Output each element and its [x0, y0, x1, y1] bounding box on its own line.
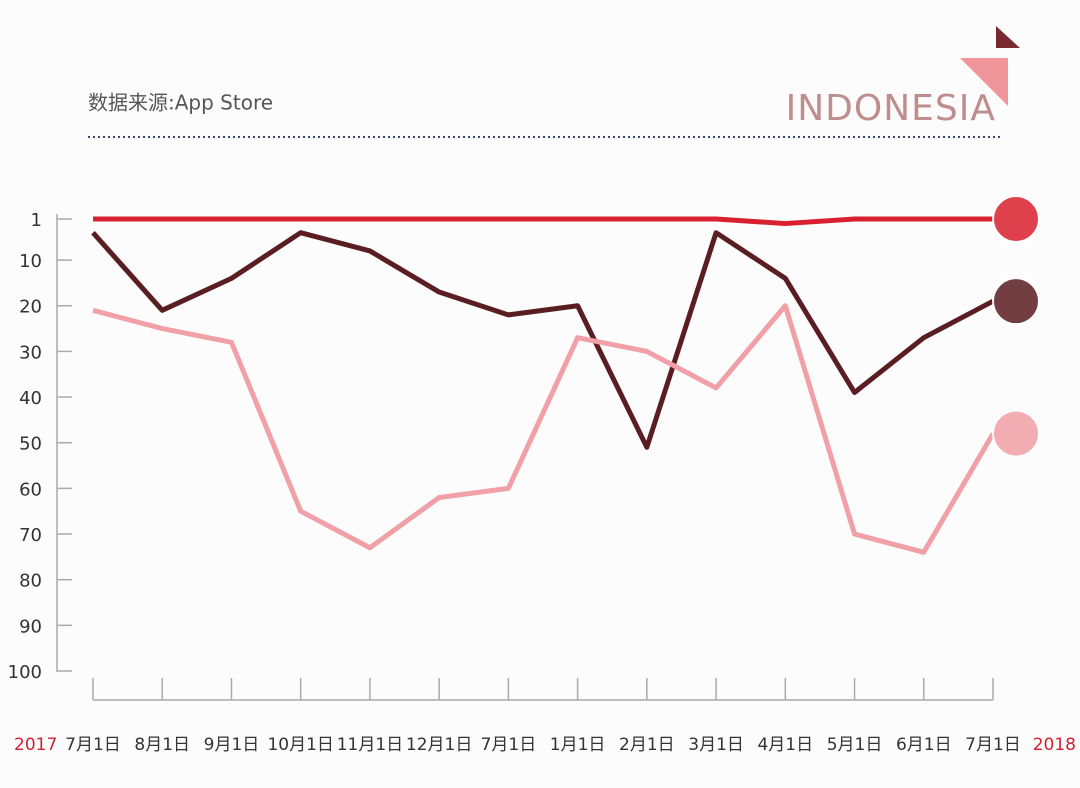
- app-icon: [992, 409, 1040, 458]
- y-tick-label: 80: [19, 571, 42, 592]
- y-tick-label: 10: [19, 251, 42, 272]
- y-tick-label: 90: [19, 616, 42, 637]
- y-tick-label: 30: [19, 342, 42, 363]
- x-tick-label: 11月1日: [337, 735, 403, 755]
- y-tick-label: 1: [31, 210, 42, 231]
- start-year: 2017: [14, 735, 57, 755]
- x-tick-label: 7月1日: [65, 735, 121, 755]
- decoration: [960, 58, 1008, 106]
- app-icon: [992, 195, 1040, 243]
- x-tick-label: 10月1日: [267, 735, 333, 755]
- x-tick-label: 7月1日: [481, 735, 537, 755]
- source: 数据来源:App Store: [88, 91, 273, 115]
- x-tick-label: 1月1日: [550, 735, 606, 755]
- x-tick-label: 9月1日: [204, 735, 260, 755]
- y-tick-label: 70: [19, 525, 42, 546]
- line: [91, 230, 995, 450]
- y-tick-label: 100: [8, 662, 42, 683]
- y-tick-label: 40: [19, 388, 42, 409]
- y-tick-label: 50: [19, 434, 42, 455]
- x-tick-label: 2月1日: [619, 735, 675, 755]
- x-tick-label: 3月1日: [688, 735, 744, 755]
- y-tick-label: 20: [19, 297, 42, 318]
- x-tick-label: 7月1日: [965, 735, 1021, 755]
- x-tick-label: 6月1日: [896, 735, 952, 755]
- x-tick-label: 5月1日: [827, 735, 883, 755]
- decoration: [996, 26, 1020, 48]
- y-tick-label: 60: [19, 479, 42, 500]
- line: [92, 303, 996, 555]
- country: INDONESIA: [786, 88, 996, 129]
- x-tick-label: 12月1日: [406, 735, 472, 755]
- line: [93, 216, 993, 227]
- app-icon: [992, 277, 1040, 326]
- x-tick-label: 4月1日: [757, 735, 813, 755]
- x-tick-label: 8月1日: [134, 735, 190, 755]
- end-year: 2018: [1033, 735, 1076, 755]
